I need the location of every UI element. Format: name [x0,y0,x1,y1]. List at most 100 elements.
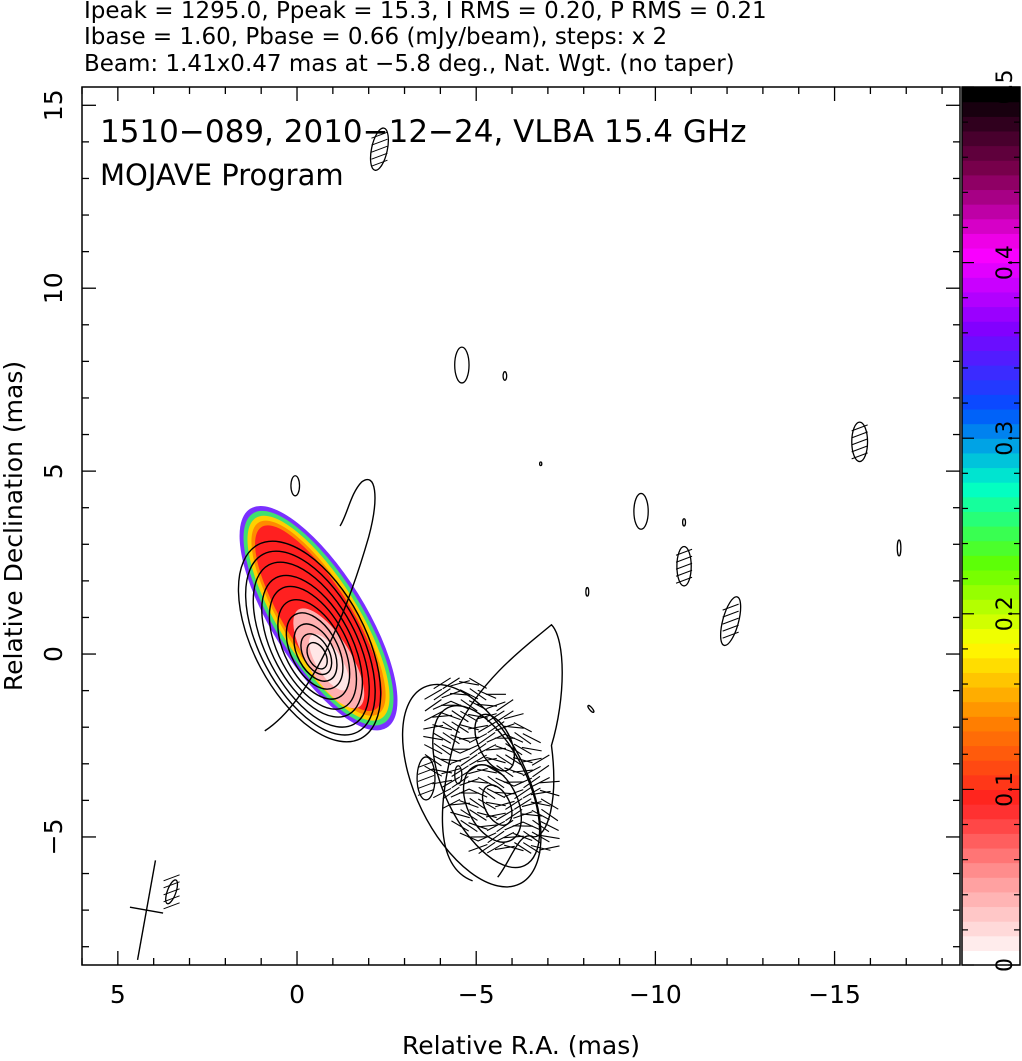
pol-vector [539,834,560,840]
pol-vector [851,452,868,460]
pol-vector [851,431,868,439]
colorbar-tick-label: 0.4 [993,245,1018,280]
pol-vector [442,677,460,690]
pol-vector [523,775,541,789]
pol-vector [469,742,487,756]
pol-vector [460,765,478,777]
y-tick-label: 0 [39,646,68,662]
colorbar-tick-label: 0.5 [993,70,1018,105]
pol-vector [496,710,514,723]
y-tick-label: 15 [39,89,68,121]
colorbar-step [962,511,1020,527]
pol-vector [478,841,496,855]
core-contour [237,540,382,743]
colorbar-step [962,189,1020,205]
pol-vector [496,754,514,767]
pol-vector [163,874,180,882]
noise-contour [290,475,301,497]
pol-vector [496,699,514,712]
pol-vector [486,765,505,777]
colorbar-step [962,599,1020,615]
pol-vector [495,723,515,732]
x-tick-label: −10 [629,980,682,1009]
colorbar-tick-label: 0.3 [993,421,1018,456]
colorbar-step [962,321,1020,337]
pol-vector [513,777,533,787]
pol-vector [485,812,506,818]
pol-vector [504,733,524,743]
pol-vector [469,797,487,811]
colorbar-step [962,584,1020,600]
noise-contour [681,518,687,527]
pol-vector [540,820,559,831]
pol-vector [460,819,478,833]
pol-vector [371,145,388,153]
pol-vector [477,713,497,720]
pol-vector [530,844,551,851]
colorbar-tick-label: 0.2 [993,596,1018,631]
pol-vector [504,767,524,775]
pol-vector [468,733,488,744]
colorbar-step [962,233,1020,249]
colorbar-step [962,877,1020,893]
pol-vector [531,831,550,843]
colorbar-step [962,394,1020,410]
pol-vector [459,800,479,808]
pol-vector [469,754,487,766]
pol-vector [451,820,470,832]
colorbar-step [962,379,1020,395]
pol-vector [417,760,435,768]
colorbar-step [962,87,1020,103]
colorbar-step [962,540,1020,556]
pol-vector [496,819,514,833]
beam-symbol [129,860,164,960]
pol-vector [486,842,505,854]
pol-vector [521,813,542,817]
core-contour [277,599,351,700]
pol-vector [513,832,533,841]
pol-vector [459,724,479,731]
pol-vector [504,844,524,852]
core-contours [237,540,382,743]
pol-vector [532,764,550,778]
pol-vector [539,845,560,851]
pol-vector [722,603,739,611]
pol-vector [851,445,868,453]
header-line-2: Ibase = 1.60, Pbase = 0.66 (mJy/beam), s… [84,24,668,50]
core-contour [268,585,358,710]
pol-vector [531,777,550,788]
colorbar-step [962,438,1020,454]
x-axis-label: Relative R.A. (mas) [402,1031,640,1060]
pol-vector [478,721,496,733]
pol-vector [675,569,693,577]
y-tick-label: −5 [39,819,68,856]
pol-vector [451,721,469,734]
pol-vector [478,786,496,800]
pol-vector [163,902,180,910]
pol-vector [487,710,505,723]
pol-vector [495,831,515,842]
colorbar-step [962,716,1020,732]
pol-vector [460,710,478,722]
colorbar-step [962,686,1020,703]
x-tick-label: 5 [110,980,126,1009]
pol-vector [477,776,497,788]
noise-contour [585,586,590,597]
pol-vector [477,832,497,842]
jet-contour [401,683,542,888]
core-contour [293,623,338,682]
pol-vector [441,767,461,775]
pol-vector [460,754,478,767]
outer-contour [264,479,376,732]
pol-vector [450,680,470,687]
pol-vector [477,798,496,810]
pol-vector [722,610,739,618]
colorbar-ticks: 0 0.1 0.2 0.3 0.4 0.5 [962,70,1020,972]
pol-vector [467,780,489,784]
y-tick-label: 10 [39,272,68,304]
colorbar [961,86,1021,966]
pol-vector [371,152,388,160]
pol-vector [522,765,541,777]
pol-vector [469,688,487,701]
pol-vector [477,811,497,819]
